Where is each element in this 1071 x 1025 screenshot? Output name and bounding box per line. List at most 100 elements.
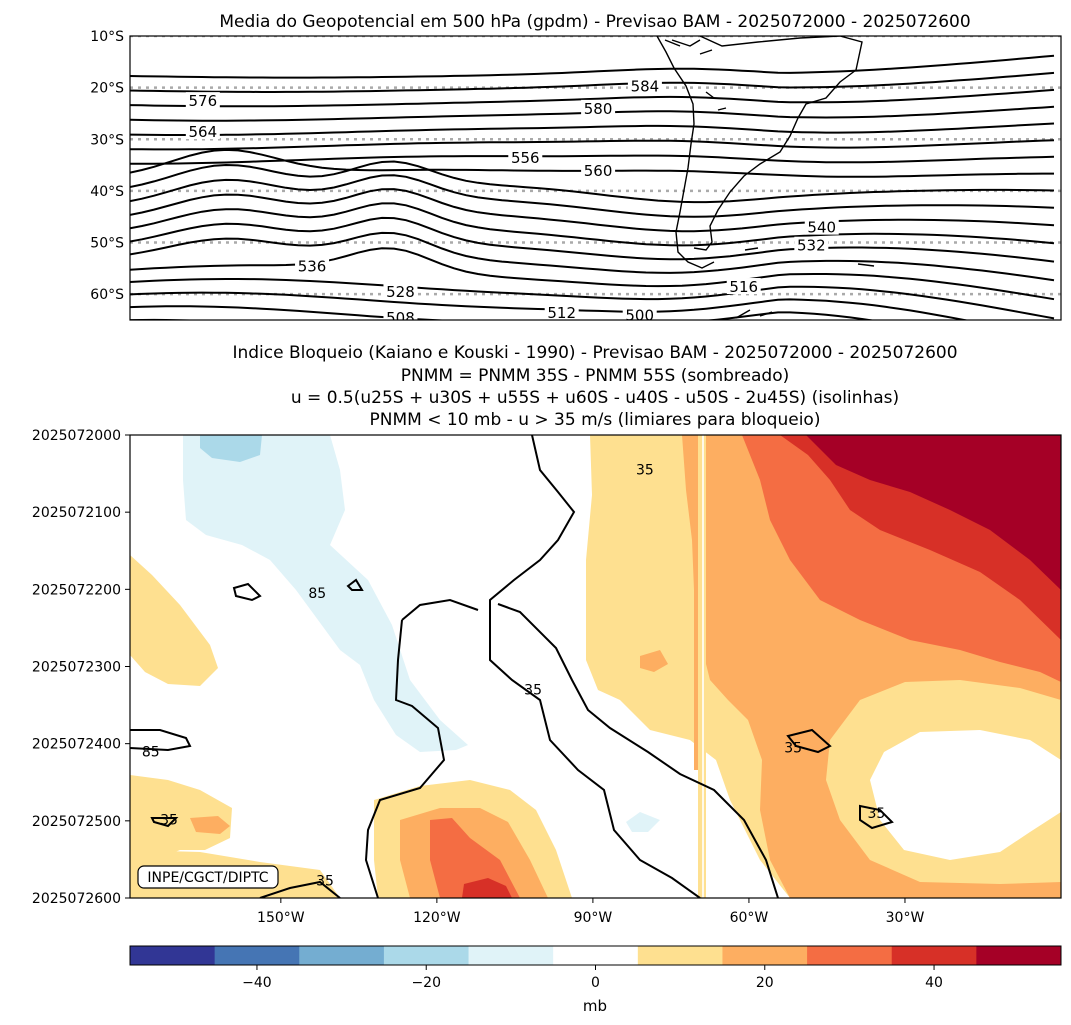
contour-label-bg xyxy=(544,303,579,320)
contour-label-bg xyxy=(295,257,330,274)
geopotential-contour-label: 560 xyxy=(584,162,613,180)
u-contour-label: 35 xyxy=(524,683,542,699)
colorbar-swatch xyxy=(553,946,639,965)
top-axes-frame xyxy=(129,35,1062,321)
u-contour-label: 35 xyxy=(636,463,654,479)
pnmm-region-plus10-west-b xyxy=(130,775,232,862)
geopotential-isoline xyxy=(130,305,876,320)
bottom-title-line-4: PNMM < 10 mb - u > 35 m/s (limiares para… xyxy=(370,410,821,430)
colorbar-swatch xyxy=(722,946,808,965)
u-contour-label: 35 xyxy=(784,741,802,757)
colorbar-swatch xyxy=(807,946,893,965)
pnmm-region-hole-white xyxy=(870,730,1061,860)
contour-label-bg xyxy=(383,283,418,300)
colorbar-swatches xyxy=(130,946,1062,965)
lat-tick-label: 50°S xyxy=(90,236,124,252)
top-latitude-ticks: 10°S 20°S 30°S 40°S 50°S 60°S xyxy=(90,29,124,303)
contour-label-bg xyxy=(794,236,829,253)
colorbar-tick-label: 0 xyxy=(591,975,600,991)
pnmm-region-minus20 xyxy=(200,435,262,462)
pnmm-region-plus30-central xyxy=(430,818,520,898)
pnmm-region-plus20-west xyxy=(190,816,230,834)
geopotential-isoline xyxy=(130,291,970,320)
top-chart-title: Media do Geopotencial em 500 hPa (gpdm) … xyxy=(219,12,970,32)
pnmm-region-plus50 xyxy=(806,435,1061,590)
lat-tick-label: 10°S xyxy=(90,29,124,45)
u-contour-label: 85 xyxy=(142,744,160,760)
geopotential-isoline xyxy=(130,202,1055,247)
pnmm-andes-streak-orange xyxy=(694,470,698,770)
time-tick-label: 2025072000 xyxy=(32,428,121,444)
lon-tick-label: 90°W xyxy=(574,910,613,926)
u-contour-labels: 35 85 35 85 35 35 35 35 xyxy=(142,463,885,890)
geopotential-contour-label: 508 xyxy=(386,309,415,327)
colorbar-swatch xyxy=(468,946,554,965)
u-contours xyxy=(130,435,894,898)
time-tick-label: 2025072300 xyxy=(32,660,121,676)
geopotential-contour-label: 528 xyxy=(386,283,415,301)
pnmm-region-plus20-small xyxy=(640,650,668,672)
blocking-index-panel: Indice Bloqueio (Kaiano e Kouski - 1990)… xyxy=(32,343,1062,926)
colorbar-ticks: −40 −20 0 20 40 xyxy=(242,965,943,991)
colorbar-tick-label: −40 xyxy=(242,975,272,991)
colorbar-label: mb xyxy=(583,997,607,1015)
contour-label-bg xyxy=(726,278,761,295)
bottom-title-line-1: Indice Bloqueio (Kaiano e Kouski - 1990)… xyxy=(232,343,957,363)
colorbar-swatch xyxy=(637,946,723,965)
contour-label-bg xyxy=(804,218,839,235)
geopotential-contour-label: 500 xyxy=(625,306,654,324)
latitude-gridlines xyxy=(130,36,1061,296)
geopotential-isoline xyxy=(130,160,1055,204)
contour-label-bg xyxy=(581,99,616,116)
colorbar-swatch xyxy=(130,946,216,965)
geopotential-isoline xyxy=(130,71,1055,93)
lat-tick-label: 40°S xyxy=(90,184,124,200)
contour-label-bg xyxy=(185,123,220,140)
credit-text: INPE/CGCT/DIPTC xyxy=(147,870,268,886)
geopotential-contour-label: 576 xyxy=(188,92,217,110)
pnmm-region-plus10-west-a xyxy=(130,555,218,686)
pnmm-andes-streak-line xyxy=(702,435,704,898)
u-contour-label: 35 xyxy=(160,812,178,828)
u-contour-label: 35 xyxy=(867,806,885,822)
lon-tick-label: 60°W xyxy=(730,910,769,926)
time-tick-label: 2025072200 xyxy=(32,582,121,598)
geopotential-isoline xyxy=(130,139,1055,151)
u-contour-label: 35 xyxy=(316,873,334,889)
colorbar-swatch xyxy=(299,946,385,965)
credit-box: INPE/CGCT/DIPTC xyxy=(137,865,279,889)
pnmm-region-plus40-central xyxy=(462,878,512,898)
colorbar-swatch xyxy=(383,946,470,965)
colorbar-tick-label: 20 xyxy=(756,975,774,991)
contour-label-bg xyxy=(581,161,616,178)
time-axis-ticks: 2025072000 2025072100 2025072200 2025072300… xyxy=(32,428,130,907)
geopotential-contour-label: 584 xyxy=(631,78,660,96)
geopotential-isoline xyxy=(130,216,1055,263)
bottom-title-line-2: PNMM = PNMM 35S - PNMM 55S (sombreado) xyxy=(401,366,790,386)
contour-label-bg xyxy=(622,306,657,320)
geopotential-isoline xyxy=(130,231,1055,282)
lat-tick-label: 60°S xyxy=(90,287,124,303)
pnmm-region-minus10-small xyxy=(626,812,660,832)
geopotential-contour-label: 564 xyxy=(188,123,217,141)
geopotential-isoline xyxy=(130,247,1055,301)
geopotential-map-panel: Media do Geopotencial em 500 hPa (gpdm) … xyxy=(90,12,1062,327)
time-tick-label: 2025072500 xyxy=(32,814,121,830)
geopotential-contour-label: 540 xyxy=(807,219,836,237)
contour-label-bg xyxy=(508,148,543,165)
geopotential-isoline xyxy=(130,122,1055,136)
lon-tick-label: 150°W xyxy=(257,910,305,926)
geopotential-isoline xyxy=(130,174,1055,218)
time-tick-label: 2025072400 xyxy=(32,737,121,753)
geopotential-contour-label: 580 xyxy=(584,100,613,118)
geopotential-contour-label: 516 xyxy=(729,278,758,296)
colorbar: −40 −20 0 20 40 mb xyxy=(129,945,1062,1015)
geopotential-isoline xyxy=(130,188,1055,233)
lat-tick-label: 30°S xyxy=(90,132,124,148)
bottom-title-line-3: u = 0.5(u25S + u30S + u55S + u60S - u40S… xyxy=(291,388,899,408)
time-tick-label: 2025072100 xyxy=(32,505,121,521)
colorbar-swatch xyxy=(976,946,1062,965)
colorbar-tick-label: −20 xyxy=(411,975,441,991)
